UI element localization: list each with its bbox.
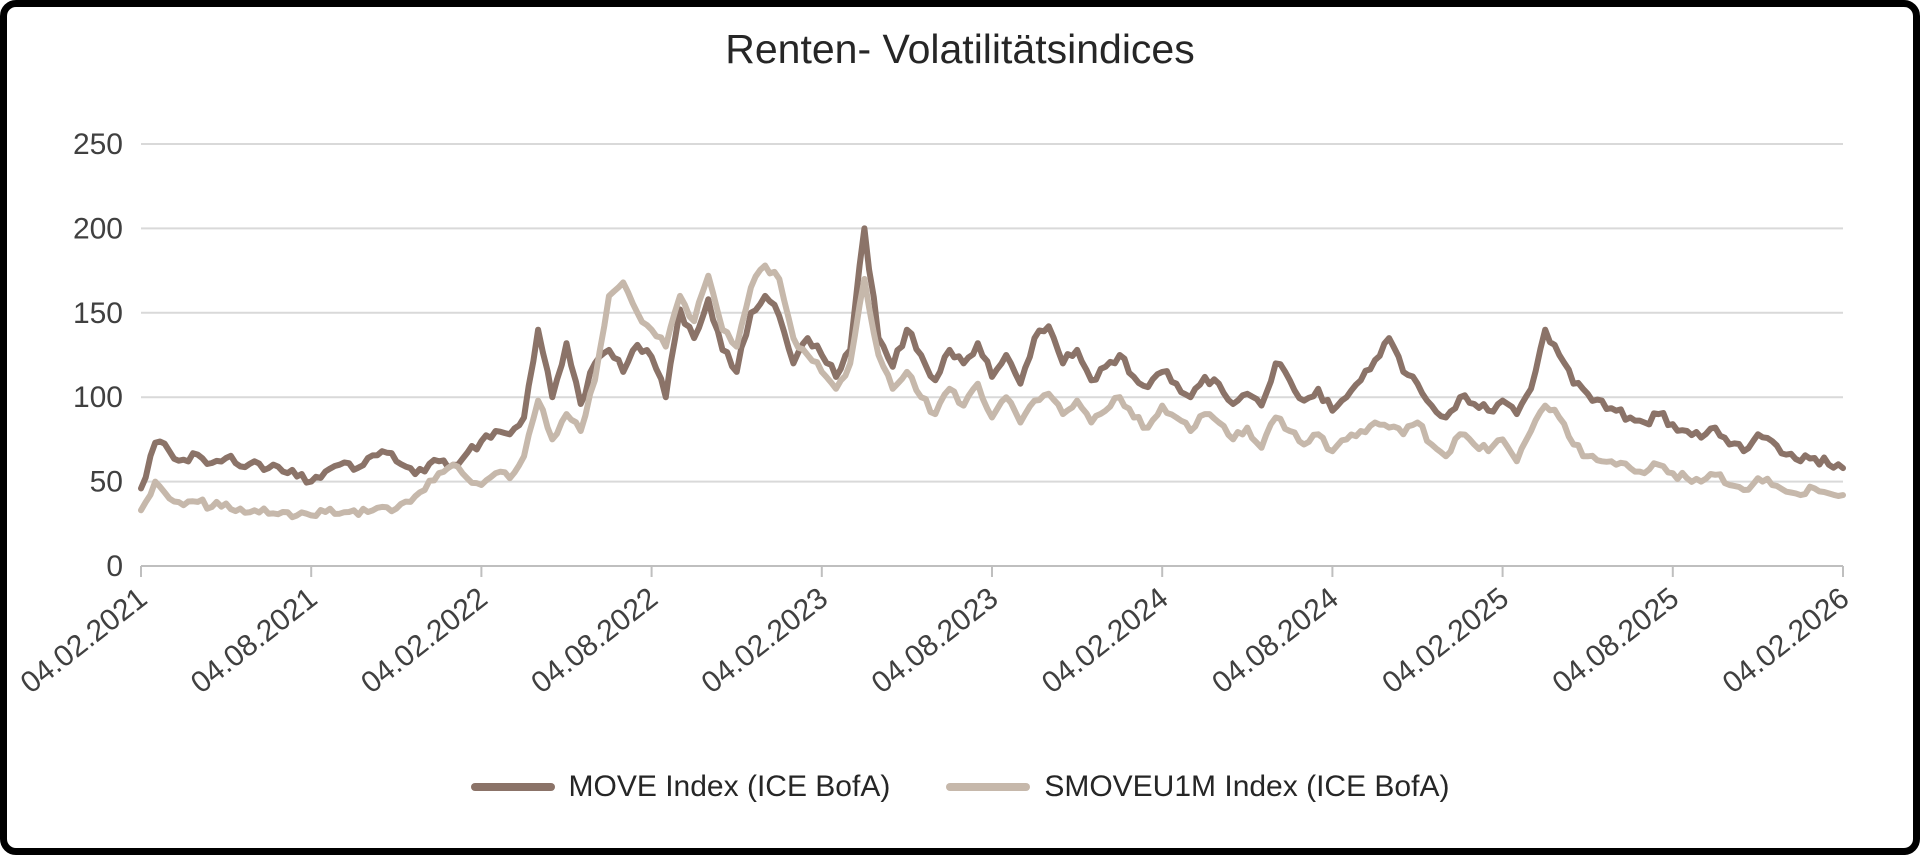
legend-label-smoveu1m: SMOVEU1M Index (ICE BofA): [1044, 770, 1450, 803]
y-axis-tick-label: 50: [90, 466, 123, 499]
y-axis-tick-label: 0: [106, 550, 123, 583]
x-axis-tick-label: 04.02.2024: [1036, 582, 1175, 700]
series-line-0: [138, 225, 1846, 492]
move-line-swatch: [470, 783, 555, 791]
chart-legend: MOVE Index (ICE BofA) SMOVEU1M Index (IC…: [0, 770, 1920, 804]
y-axis-tick-label: 200: [73, 212, 123, 245]
chart-title: Renten- Volatilitätsindices: [725, 26, 1195, 72]
x-axis-tick-label: 04.08.2021: [185, 582, 324, 700]
series-line-1: [138, 262, 1846, 521]
legend-label-move: MOVE Index (ICE BofA): [568, 770, 891, 803]
x-axis-tick-label: 04.08.2022: [525, 582, 664, 700]
legend-item-move: MOVE Index (ICE BofA): [470, 770, 891, 804]
smoveu1m-line-swatch: [946, 783, 1031, 791]
x-axis-tick-label: 04.08.2025: [1546, 582, 1685, 700]
x-axis-tick-label: 04.02.2022: [355, 582, 494, 700]
legend-item-smoveu1m: SMOVEU1M Index (ICE BofA): [946, 770, 1449, 804]
x-axis-tick-label: 04.02.2023: [695, 582, 834, 700]
y-axis-tick-label: 150: [73, 297, 123, 330]
y-axis-tick-label: 250: [73, 128, 123, 161]
x-axis-tick-label: 04.08.2024: [1206, 582, 1345, 700]
x-axis-tick-label: 04.02.2026: [1717, 582, 1856, 700]
x-axis-tick-label: 04.02.2021: [15, 582, 154, 700]
x-axis-tick-label: 04.02.2025: [1376, 582, 1515, 700]
x-axis-tick-label: 04.08.2023: [866, 582, 1005, 700]
y-axis-tick-label: 100: [73, 381, 123, 414]
